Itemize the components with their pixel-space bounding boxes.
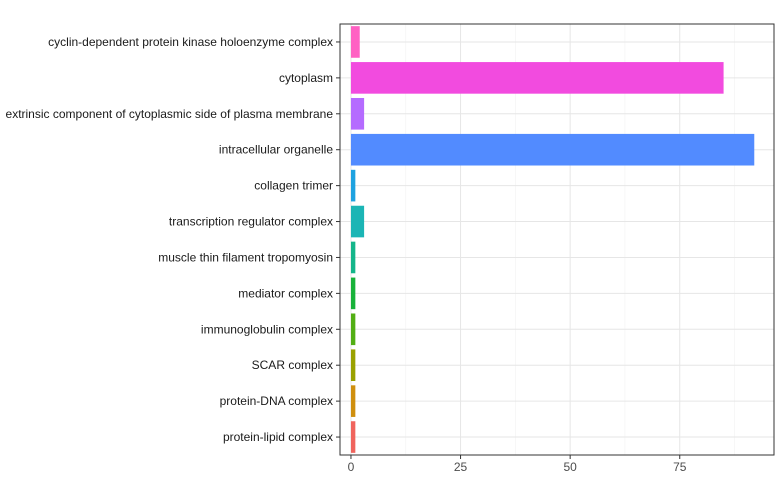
x-tick-label: 50 xyxy=(563,460,577,474)
bar xyxy=(350,421,356,453)
y-tick-label: cyclin-dependent protein kinase holoenzy… xyxy=(48,35,333,49)
x-tick-label: 75 xyxy=(673,460,687,474)
bar xyxy=(350,26,360,58)
y-axis: cyclin-dependent protein kinase holoenzy… xyxy=(6,35,340,444)
y-tick-label: SCAR complex xyxy=(252,358,333,372)
y-tick-label: intracellular organelle xyxy=(219,143,333,157)
bar xyxy=(350,313,356,346)
x-tick-label: 0 xyxy=(348,460,355,474)
bar xyxy=(350,133,755,166)
bars xyxy=(350,26,755,453)
bar xyxy=(350,277,356,310)
y-tick-label: mediator complex xyxy=(238,286,333,300)
y-tick-label: collagen trimer xyxy=(254,179,333,193)
bar xyxy=(350,62,724,94)
bar xyxy=(350,241,356,274)
y-tick-label: transcription regulator complex xyxy=(169,215,333,229)
bar xyxy=(350,169,356,202)
y-tick-label: muscle thin filament tropomyosin xyxy=(158,250,333,264)
x-axis: 0 25 50 75 xyxy=(348,455,687,474)
bar xyxy=(350,385,356,417)
y-tick-label: protein-lipid complex xyxy=(223,430,333,444)
y-tick-label: extrinsic component of cytoplasmic side … xyxy=(6,107,334,121)
bar xyxy=(350,97,365,130)
y-tick-label: cytoplasm xyxy=(279,71,333,85)
bar xyxy=(350,205,365,238)
x-tick-label: 25 xyxy=(454,460,468,474)
y-tick-label: protein-DNA complex xyxy=(220,394,333,408)
y-tick-label: immunoglobulin complex xyxy=(201,322,333,336)
bar xyxy=(350,349,356,382)
plot-panel-border xyxy=(339,23,775,456)
